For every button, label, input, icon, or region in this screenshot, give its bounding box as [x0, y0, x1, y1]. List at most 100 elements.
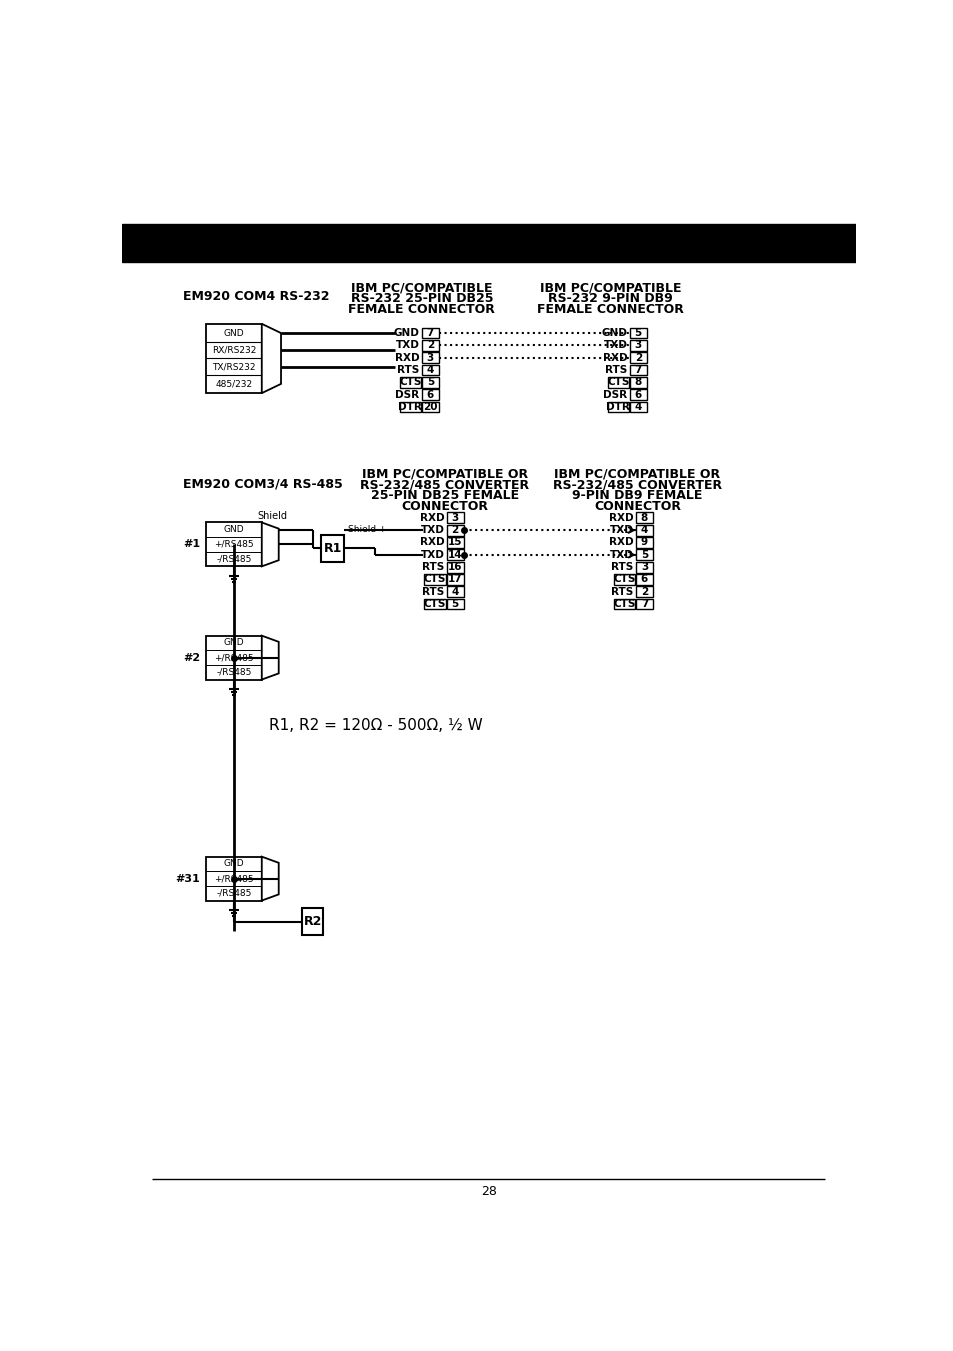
- Text: 20: 20: [423, 403, 437, 412]
- Text: -/RS485: -/RS485: [216, 554, 252, 563]
- Text: RS-232 25-PIN DB25: RS-232 25-PIN DB25: [351, 292, 493, 305]
- Text: 8: 8: [640, 513, 647, 523]
- Text: GND: GND: [224, 328, 244, 338]
- Bar: [421, 389, 438, 400]
- Bar: [446, 550, 463, 561]
- Text: RS-232 9-PIN DB9: RS-232 9-PIN DB9: [548, 292, 672, 305]
- Text: #2: #2: [183, 653, 200, 662]
- Bar: [636, 550, 652, 561]
- Bar: [636, 524, 652, 535]
- Text: 4: 4: [451, 586, 458, 597]
- Text: CTS: CTS: [606, 377, 629, 388]
- Text: RTS: RTS: [604, 365, 627, 376]
- Bar: [446, 538, 463, 549]
- Bar: [421, 401, 438, 412]
- Bar: [206, 324, 261, 393]
- Bar: [636, 586, 652, 597]
- Text: 5: 5: [451, 598, 458, 609]
- Text: GND: GND: [224, 639, 244, 647]
- Bar: [636, 574, 652, 585]
- Text: R1, R2 = 120Ω - 500Ω, ½ W: R1, R2 = 120Ω - 500Ω, ½ W: [269, 719, 482, 734]
- Text: RTS: RTS: [421, 586, 444, 597]
- Text: RXD: RXD: [608, 538, 633, 547]
- Text: 6: 6: [640, 574, 647, 585]
- Text: R2: R2: [303, 915, 321, 928]
- Bar: [446, 512, 463, 523]
- Text: Shield: Shield: [257, 511, 287, 520]
- Text: 7: 7: [640, 598, 647, 609]
- Bar: [446, 524, 463, 535]
- Bar: [629, 340, 646, 351]
- Text: 2: 2: [634, 353, 641, 362]
- Text: 15: 15: [447, 538, 462, 547]
- Text: TX/RS232: TX/RS232: [213, 362, 255, 372]
- Bar: [636, 512, 652, 523]
- Bar: [421, 353, 438, 363]
- Bar: [636, 562, 652, 573]
- Text: CTS: CTS: [423, 574, 446, 585]
- Text: CTS: CTS: [423, 598, 446, 609]
- Text: 2: 2: [426, 340, 434, 350]
- Bar: [206, 523, 261, 566]
- Text: DTR: DTR: [606, 403, 630, 412]
- Bar: [121, 224, 856, 262]
- Text: RX/RS232: RX/RS232: [212, 346, 256, 354]
- Text: RXD: RXD: [419, 513, 444, 523]
- Bar: [399, 377, 420, 388]
- Polygon shape: [261, 857, 278, 901]
- Text: TXD: TXD: [609, 550, 633, 559]
- Text: RXD: RXD: [419, 538, 444, 547]
- Text: 25-PIN DB25 FEMALE: 25-PIN DB25 FEMALE: [371, 489, 518, 503]
- Polygon shape: [261, 523, 278, 566]
- Text: 8: 8: [634, 377, 641, 388]
- Text: RTS: RTS: [421, 562, 444, 571]
- Text: 5: 5: [640, 550, 647, 559]
- Text: IBM PC/COMPATIBLE OR: IBM PC/COMPATIBLE OR: [361, 467, 528, 481]
- Text: CONNECTOR: CONNECTOR: [594, 500, 680, 513]
- Text: DSR: DSR: [602, 389, 627, 400]
- Bar: [446, 598, 463, 609]
- Text: 6: 6: [426, 389, 434, 400]
- Text: CTS: CTS: [613, 598, 635, 609]
- Bar: [421, 377, 438, 388]
- Text: RS-232/485 CONVERTER: RS-232/485 CONVERTER: [553, 478, 721, 492]
- Bar: [206, 636, 261, 680]
- Bar: [446, 586, 463, 597]
- Bar: [613, 598, 635, 609]
- Text: 9-PIN DB9 FEMALE: 9-PIN DB9 FEMALE: [572, 489, 702, 503]
- Text: RXD: RXD: [395, 353, 419, 362]
- Text: 3: 3: [451, 513, 458, 523]
- Text: 7: 7: [634, 365, 641, 376]
- Text: GND: GND: [224, 859, 244, 869]
- Text: -/RS485: -/RS485: [216, 667, 252, 677]
- Text: 5: 5: [634, 328, 641, 338]
- Text: +/RS485: +/RS485: [214, 874, 253, 884]
- Text: 28: 28: [480, 1185, 497, 1198]
- Text: +/RS485: +/RS485: [214, 653, 253, 662]
- Text: R1: R1: [323, 542, 341, 555]
- Text: 4: 4: [640, 526, 647, 535]
- Bar: [424, 574, 445, 585]
- Text: GND: GND: [224, 526, 244, 534]
- Text: 3: 3: [634, 340, 641, 350]
- Text: 2: 2: [640, 586, 647, 597]
- Text: 16: 16: [447, 562, 462, 571]
- Bar: [607, 377, 628, 388]
- Text: GND: GND: [394, 328, 419, 338]
- Polygon shape: [261, 636, 278, 680]
- Text: CONNECTOR: CONNECTOR: [401, 500, 488, 513]
- Text: TXD: TXD: [395, 340, 419, 350]
- Bar: [629, 328, 646, 339]
- Text: 17: 17: [447, 574, 462, 585]
- Text: RTS: RTS: [397, 365, 419, 376]
- Text: 485/232: 485/232: [215, 380, 253, 388]
- Text: 5: 5: [426, 377, 434, 388]
- Bar: [421, 365, 438, 376]
- Text: DTR: DTR: [398, 403, 422, 412]
- Text: RXD: RXD: [608, 513, 633, 523]
- Text: +/RS485: +/RS485: [214, 540, 253, 549]
- Text: FEMALE CONNECTOR: FEMALE CONNECTOR: [348, 303, 495, 316]
- Text: CTS: CTS: [613, 574, 635, 585]
- Bar: [399, 401, 420, 412]
- Text: IBM PC/COMPATIBLE: IBM PC/COMPATIBLE: [351, 281, 492, 295]
